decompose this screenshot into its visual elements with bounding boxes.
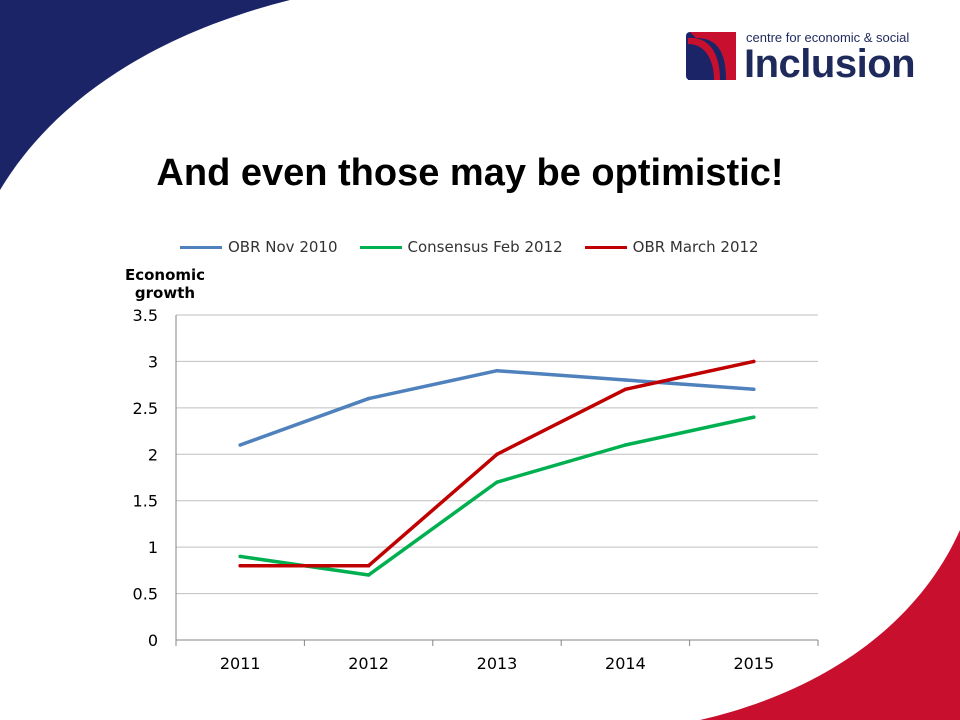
x-tick-label: 2011 — [220, 654, 261, 673]
logo-subtitle: centre for economic & social — [746, 30, 910, 45]
legend-item: Consensus Feb 2012 — [359, 238, 563, 256]
data-point — [495, 480, 499, 484]
data-point — [623, 387, 628, 392]
legend-item: OBR Nov 2010 — [180, 238, 338, 256]
legend-swatch-1 — [359, 245, 402, 249]
x-tick-label: 2015 — [733, 654, 774, 673]
legend-item: OBR March 2012 — [584, 238, 759, 256]
data-point — [238, 554, 242, 559]
data-point — [495, 368, 499, 373]
x-tick-label: 2014 — [605, 654, 646, 673]
data-point — [752, 415, 756, 419]
y-tick-label: 2.5 — [133, 399, 158, 418]
legend-swatch-0 — [180, 245, 222, 249]
y-tick-label: 3 — [148, 352, 158, 371]
y-tick-label: 2 — [148, 445, 158, 464]
y-tick-label: 0.5 — [133, 585, 158, 604]
cesi-logo: centre for economic & social Inclusion — [686, 30, 926, 86]
data-point — [366, 573, 371, 577]
data-point — [623, 443, 628, 447]
bottom-right-crimson-swoosh — [700, 530, 960, 720]
data-point — [366, 396, 371, 401]
logo-mark-icon — [686, 32, 736, 80]
data-point — [238, 563, 242, 568]
top-left-navy-swoosh — [0, 0, 290, 190]
series-line-1 — [239, 415, 755, 577]
legend-label: OBR March 2012 — [632, 238, 759, 256]
legend-label: Consensus Feb 2012 — [407, 238, 563, 256]
data-point — [366, 563, 371, 568]
y-axis-title: Economic growth — [124, 266, 206, 302]
legend-label: OBR Nov 2010 — [228, 238, 338, 256]
legend-swatch-2 — [584, 245, 627, 249]
slide-title: And even those may be optimistic! — [156, 152, 784, 194]
y-tick-label: 1 — [148, 538, 158, 557]
data-point — [238, 443, 242, 447]
chart-legend: OBR Nov 2010 Consensus Feb 2012 OBR Marc… — [180, 236, 759, 258]
y-tick-label: 1.5 — [133, 492, 158, 511]
x-tick-label: 2012 — [348, 654, 389, 673]
y-tick-label: 0 — [148, 631, 158, 650]
data-point — [623, 378, 628, 382]
x-tick-label: 2013 — [477, 654, 518, 673]
logo-wordmark: Inclusion — [744, 42, 916, 86]
data-point — [495, 452, 499, 457]
y-tick-label: 3.5 — [133, 306, 158, 325]
series-line-2 — [240, 359, 755, 568]
data-point — [752, 387, 756, 392]
data-point — [752, 359, 756, 364]
